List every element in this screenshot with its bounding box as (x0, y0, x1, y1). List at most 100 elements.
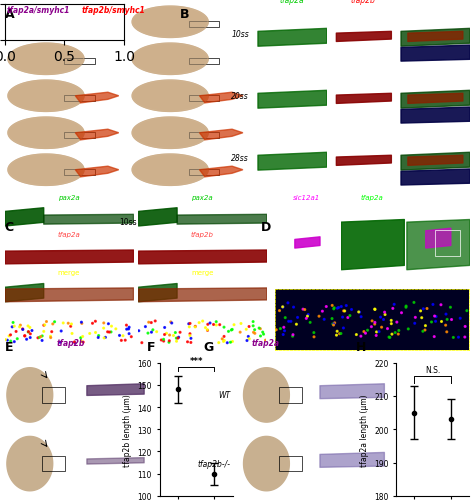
Point (135, 327, 143, 335)
Point (237, 320, 245, 328)
Point (201, 324, 209, 332)
Text: WT: WT (219, 391, 231, 400)
Bar (435, 231, 460, 257)
Point (43, 318, 50, 326)
Point (237, 329, 244, 337)
Point (100, 319, 108, 327)
Point (56, 339, 64, 347)
Point (147, 319, 155, 327)
Bar (64, 96, 95, 102)
Bar (64, 169, 95, 176)
Bar (189, 169, 219, 176)
Polygon shape (132, 44, 208, 75)
Point (118, 337, 125, 345)
Point (184, 338, 191, 346)
Point (199, 318, 207, 326)
Point (173, 338, 180, 346)
Point (438, 318, 445, 326)
Point (251, 326, 258, 334)
Point (330, 321, 337, 329)
Polygon shape (8, 44, 84, 75)
Point (279, 303, 286, 311)
Polygon shape (8, 155, 84, 186)
Point (210, 321, 217, 329)
Point (389, 305, 397, 313)
Polygon shape (7, 368, 53, 422)
Point (212, 321, 220, 329)
Polygon shape (8, 7, 84, 39)
Point (121, 337, 129, 345)
Point (418, 314, 426, 322)
Point (220, 338, 228, 346)
Point (161, 331, 168, 339)
Point (304, 311, 312, 319)
Point (294, 314, 301, 322)
Point (78, 320, 86, 328)
Point (37, 333, 45, 341)
Point (393, 319, 401, 327)
Text: N.S.: N.S. (425, 366, 440, 374)
Text: tfap2b: tfap2b (57, 338, 85, 347)
Point (337, 330, 345, 338)
Polygon shape (75, 130, 118, 141)
Point (289, 333, 296, 341)
Point (148, 329, 155, 337)
Polygon shape (8, 155, 84, 186)
Point (153, 328, 160, 336)
Point (157, 336, 165, 344)
Point (419, 305, 427, 313)
Point (57, 327, 65, 335)
Polygon shape (200, 167, 243, 177)
Point (250, 329, 257, 337)
Point (315, 313, 323, 321)
Polygon shape (244, 436, 289, 491)
Point (373, 328, 380, 336)
Point (422, 322, 429, 330)
Title: tfap2b: tfap2b (351, 0, 376, 5)
Title: merge: merge (58, 270, 80, 276)
Point (262, 337, 269, 345)
Point (448, 316, 456, 324)
Point (341, 307, 348, 315)
Point (21, 332, 28, 340)
Y-axis label: tfap2a length (μm): tfap2a length (μm) (359, 393, 368, 465)
Point (94, 334, 102, 342)
Text: H: H (356, 341, 366, 354)
Point (5, 332, 13, 340)
Point (463, 307, 471, 315)
Point (64, 320, 72, 328)
Point (330, 320, 337, 328)
Point (10, 323, 18, 331)
Y-axis label: tfap2b length (μm): tfap2b length (μm) (123, 393, 132, 466)
Point (284, 299, 292, 307)
Point (378, 324, 385, 332)
Text: F: F (147, 341, 155, 354)
Bar (42, 456, 65, 471)
Point (447, 304, 454, 312)
Point (257, 332, 264, 340)
Point (7, 331, 14, 339)
Point (174, 335, 182, 343)
Point (166, 331, 173, 339)
Polygon shape (244, 368, 289, 422)
Point (25, 328, 32, 336)
Point (24, 322, 32, 330)
Point (144, 330, 152, 338)
Point (228, 338, 236, 346)
Point (165, 339, 173, 347)
Point (95, 332, 102, 340)
Point (47, 334, 55, 342)
Point (27, 330, 34, 338)
Point (348, 306, 356, 314)
Point (187, 339, 195, 347)
Point (410, 299, 418, 307)
Point (411, 314, 419, 322)
Point (337, 303, 345, 311)
Point (195, 319, 203, 327)
Text: E: E (5, 341, 13, 354)
Point (328, 315, 336, 323)
Point (80, 338, 87, 346)
Point (273, 326, 280, 334)
Text: 20ss: 20ss (231, 92, 249, 101)
Point (402, 304, 410, 312)
